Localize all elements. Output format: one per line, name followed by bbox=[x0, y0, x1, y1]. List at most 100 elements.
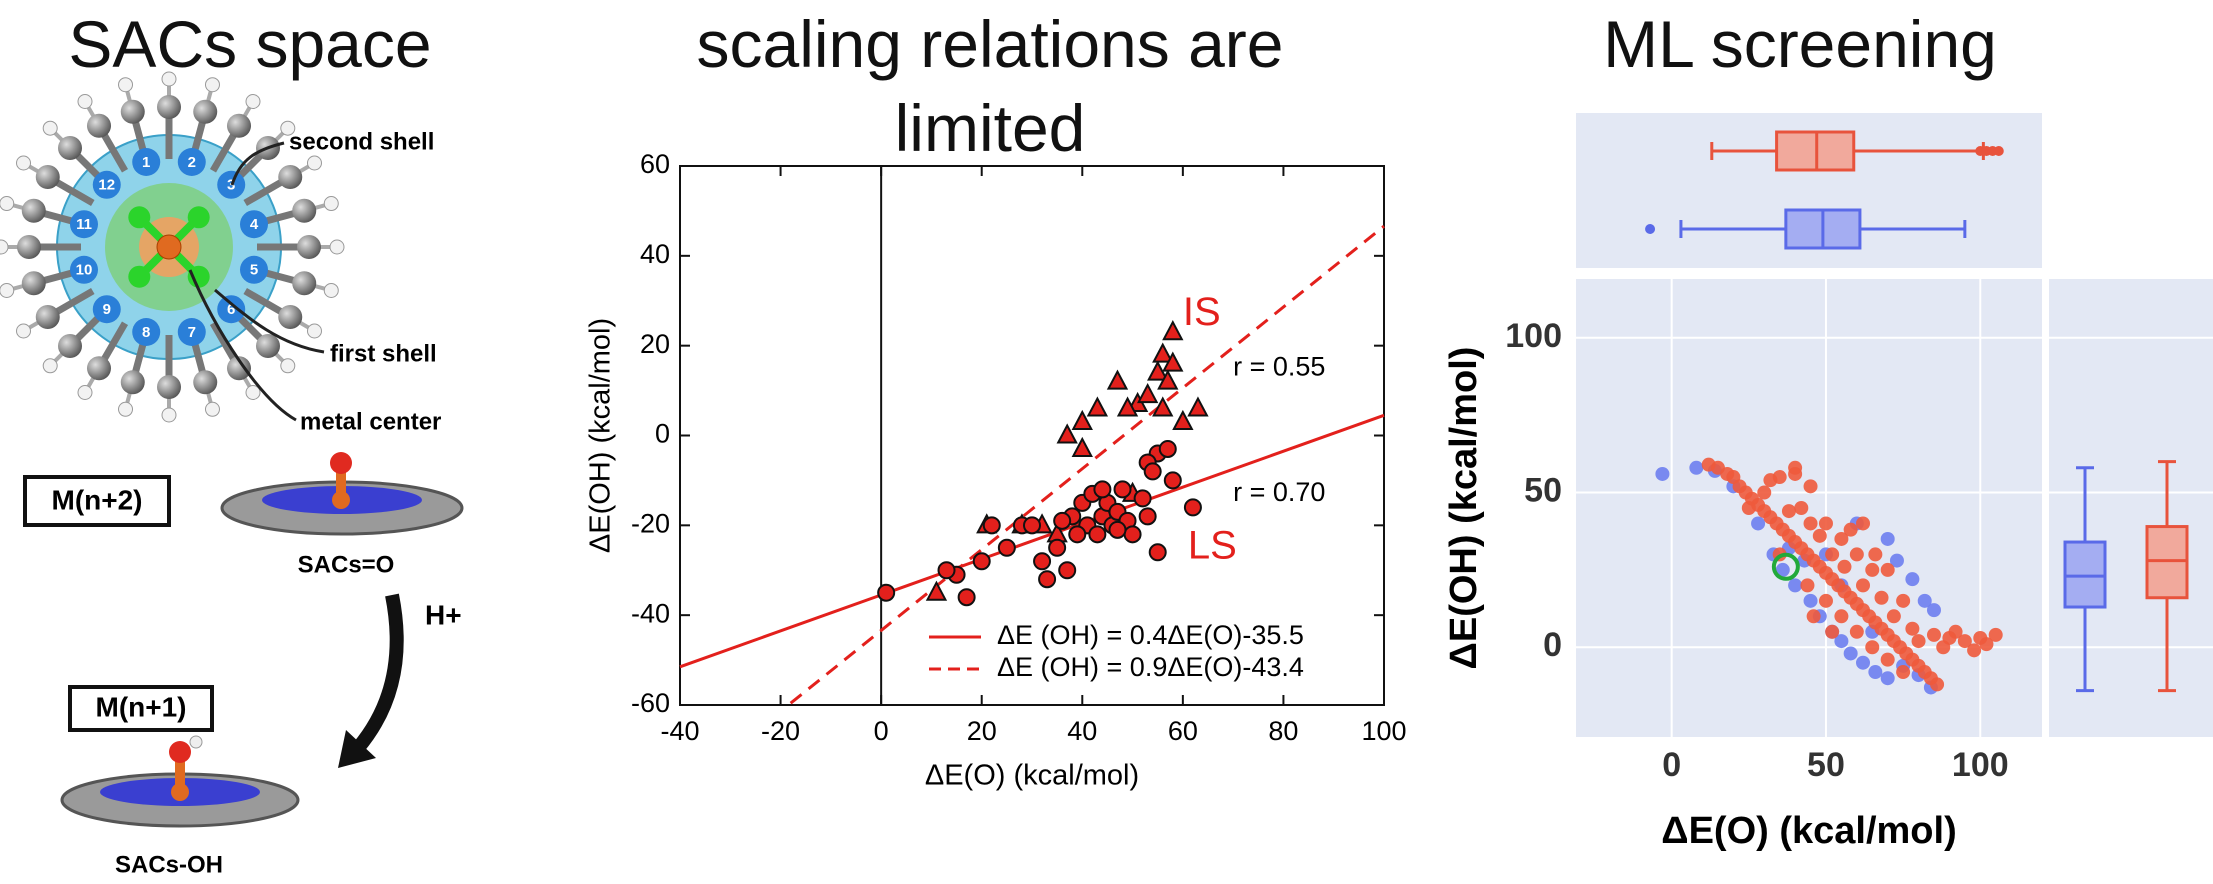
pointer bbox=[230, 141, 285, 186]
data-point bbox=[1818, 516, 1833, 531]
data-point bbox=[1868, 665, 1883, 680]
shell-label: first shell bbox=[330, 340, 437, 367]
carbon-atom bbox=[193, 99, 218, 124]
data-point bbox=[1803, 593, 1818, 608]
pointer bbox=[214, 288, 325, 354]
data-point bbox=[1825, 624, 1840, 639]
data-point bbox=[1152, 396, 1174, 417]
data-point bbox=[1834, 609, 1849, 624]
data-point bbox=[1849, 624, 1864, 639]
data-point bbox=[1788, 466, 1803, 481]
ring-atom-label: 12 bbox=[98, 177, 115, 194]
ring-atom bbox=[92, 295, 121, 324]
panel-title: scaling relations are limited bbox=[696, 7, 1284, 165]
data-point bbox=[1889, 553, 1904, 568]
data-point bbox=[1806, 609, 1821, 624]
data-point bbox=[1800, 578, 1815, 593]
carbon-atom bbox=[292, 198, 317, 223]
data-point bbox=[1911, 634, 1926, 649]
hydrogen-atom bbox=[280, 120, 296, 136]
carbon-atom bbox=[227, 113, 251, 138]
series-label: IS bbox=[1183, 290, 1221, 334]
fit-line bbox=[789, 225, 1385, 705]
hydrogen-atom bbox=[306, 323, 322, 339]
x-tick-label: 100 bbox=[1361, 716, 1406, 746]
hydrogen-atom bbox=[245, 384, 261, 400]
x-tick-label: -20 bbox=[761, 716, 800, 746]
data-point bbox=[1162, 351, 1184, 372]
data-point bbox=[1147, 360, 1169, 381]
data-point bbox=[1905, 572, 1920, 587]
data-point bbox=[1896, 593, 1911, 608]
hydrogen-atom bbox=[0, 282, 15, 298]
data-point bbox=[997, 538, 1016, 557]
hydrogen-atom bbox=[245, 94, 261, 110]
x-tick-label: 80 bbox=[1268, 716, 1298, 746]
data-point bbox=[1979, 637, 1994, 652]
ring-atom bbox=[217, 170, 246, 199]
carbon-atom bbox=[58, 333, 83, 358]
reaction-arrowhead bbox=[338, 730, 376, 768]
data-point bbox=[1068, 525, 1087, 544]
x-tick-label: 20 bbox=[967, 716, 997, 746]
data-point bbox=[1689, 460, 1704, 475]
ring-atom-label: 3 bbox=[227, 177, 235, 194]
hydrogen-atom bbox=[0, 196, 15, 212]
data-point bbox=[1856, 516, 1871, 531]
data-point bbox=[1143, 462, 1162, 481]
data-point bbox=[1930, 677, 1945, 692]
data-point bbox=[1088, 525, 1107, 544]
hydrogen-atom bbox=[118, 401, 134, 417]
data-point bbox=[1071, 409, 1093, 431]
data-point bbox=[1843, 646, 1858, 661]
data-point bbox=[1148, 543, 1167, 562]
ring-atom bbox=[177, 318, 206, 347]
data-point bbox=[1108, 520, 1127, 539]
legend-label: ΔE (OH) = 0.4ΔE(O)-35.5 bbox=[997, 620, 1304, 650]
data-point bbox=[1172, 409, 1194, 431]
plot-background bbox=[1576, 279, 2042, 737]
data-point bbox=[1741, 501, 1756, 515]
data-point bbox=[1957, 634, 1972, 649]
data-point bbox=[877, 583, 896, 602]
state-label: SACs=O bbox=[298, 551, 395, 578]
data-point bbox=[1023, 516, 1041, 535]
hydrogen-atom bbox=[323, 196, 339, 212]
y-tick-label: -60 bbox=[631, 688, 670, 718]
data-point bbox=[1803, 479, 1818, 494]
molecule-side-view bbox=[220, 452, 464, 536]
data-point bbox=[1905, 621, 1920, 636]
x-tick-label: -40 bbox=[660, 716, 699, 746]
carbon-atom bbox=[193, 370, 218, 395]
panel-title: SACs space bbox=[68, 7, 432, 81]
state-label: SACs-OH bbox=[115, 851, 223, 878]
state-box-label: M(n+2) bbox=[52, 484, 143, 515]
y-axis-label: ΔE(OH) (kcal/mol) bbox=[1443, 347, 1485, 670]
hydrogen-atom bbox=[42, 120, 58, 136]
molecule-side-view bbox=[60, 735, 300, 828]
y-tick-label: 100 bbox=[1505, 317, 1562, 355]
y-tick-label: 40 bbox=[640, 239, 670, 269]
outlier bbox=[1645, 224, 1656, 234]
ring-atom-label: 9 bbox=[103, 301, 111, 318]
data-point bbox=[1843, 522, 1858, 537]
data-point bbox=[1948, 624, 1963, 639]
data-point bbox=[1967, 643, 1982, 658]
data-point bbox=[1868, 547, 1883, 562]
box bbox=[1775, 130, 1856, 172]
carbon-atom bbox=[227, 356, 251, 381]
reaction-label: H+ bbox=[425, 599, 462, 630]
ring-atom-label: 6 bbox=[227, 301, 235, 318]
carbon-atom bbox=[278, 165, 303, 189]
carbon-atom bbox=[297, 235, 321, 259]
shell-label: second shell bbox=[289, 128, 434, 155]
data-point bbox=[1812, 528, 1827, 543]
ring-atom bbox=[92, 170, 121, 199]
ring-atom bbox=[69, 255, 98, 284]
data-point bbox=[1133, 489, 1152, 508]
reaction-arrow bbox=[352, 593, 404, 753]
data-point bbox=[1818, 593, 1833, 608]
legend-label: ΔE (OH) = 0.9ΔE(O)-43.4 bbox=[997, 652, 1304, 682]
y-tick-label: -40 bbox=[631, 598, 670, 628]
data-point bbox=[1794, 501, 1809, 515]
